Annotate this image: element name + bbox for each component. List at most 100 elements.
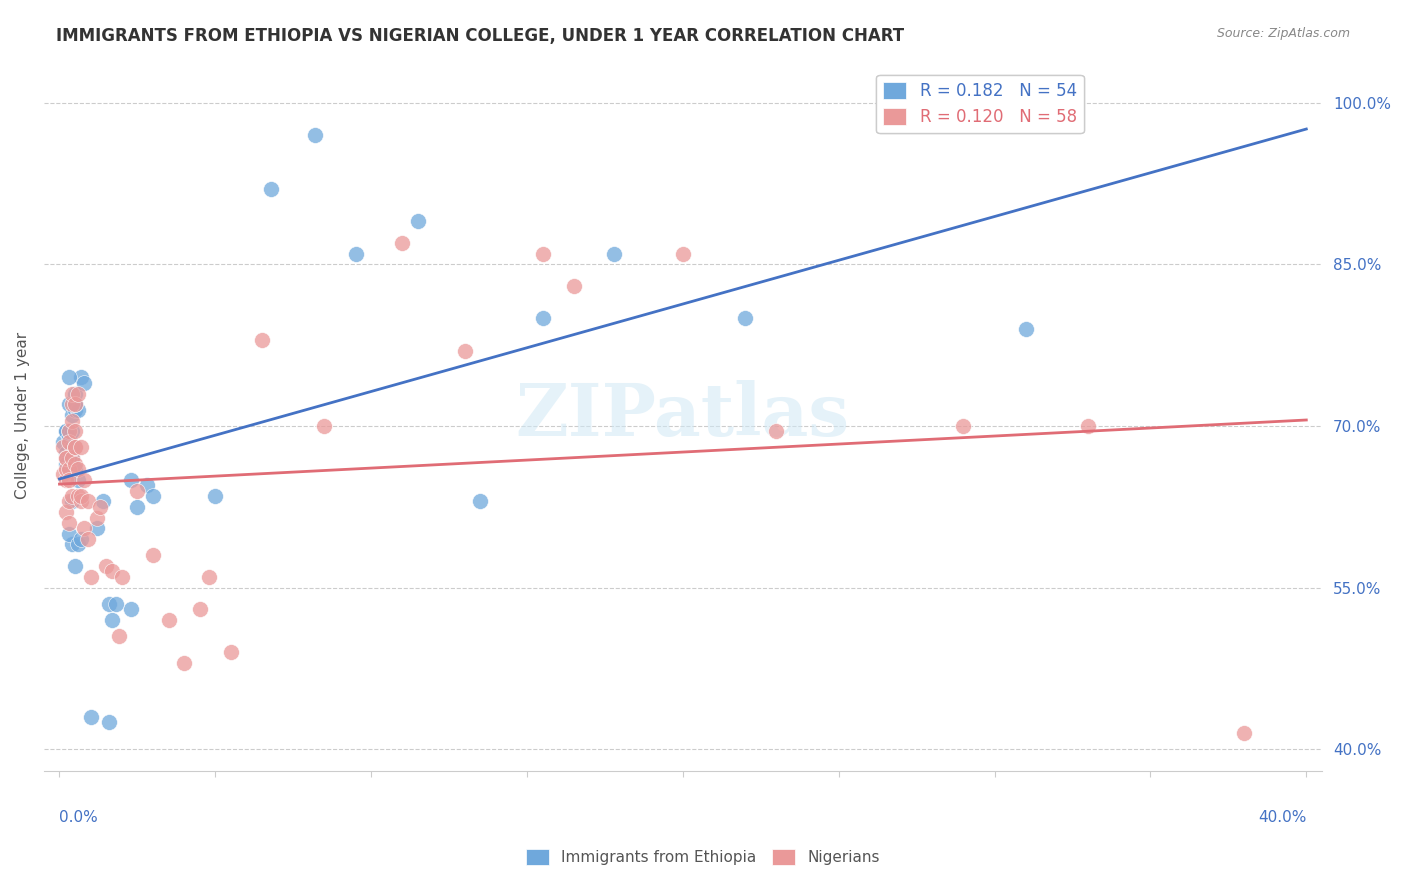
Point bbox=[188, 602, 211, 616]
Point bbox=[98, 715, 121, 730]
Point bbox=[98, 597, 121, 611]
Point bbox=[765, 425, 787, 439]
Point bbox=[60, 425, 83, 439]
Point bbox=[58, 430, 80, 444]
Point bbox=[120, 473, 142, 487]
Point bbox=[1015, 322, 1038, 336]
Point bbox=[63, 397, 86, 411]
Point bbox=[55, 473, 77, 487]
Text: 40.0%: 40.0% bbox=[1258, 810, 1306, 825]
Point bbox=[52, 467, 75, 482]
Point bbox=[101, 613, 124, 627]
Point bbox=[58, 451, 80, 466]
Point bbox=[58, 462, 80, 476]
Point bbox=[89, 500, 111, 514]
Point bbox=[454, 343, 477, 358]
Point bbox=[63, 457, 86, 471]
Point bbox=[63, 397, 86, 411]
Point bbox=[173, 656, 195, 670]
Point bbox=[142, 548, 165, 562]
Text: Source: ZipAtlas.com: Source: ZipAtlas.com bbox=[1216, 27, 1350, 40]
Text: ZIPatlas: ZIPatlas bbox=[516, 380, 851, 450]
Point bbox=[391, 235, 413, 250]
Point bbox=[55, 462, 77, 476]
Point bbox=[60, 413, 83, 427]
Point bbox=[91, 494, 114, 508]
Point bbox=[60, 494, 83, 508]
Point bbox=[63, 559, 86, 574]
Point bbox=[101, 565, 124, 579]
Text: IMMIGRANTS FROM ETHIOPIA VS NIGERIAN COLLEGE, UNDER 1 YEAR CORRELATION CHART: IMMIGRANTS FROM ETHIOPIA VS NIGERIAN COL… bbox=[56, 27, 904, 45]
Legend: R = 0.182   N = 54, R = 0.120   N = 58: R = 0.182 N = 54, R = 0.120 N = 58 bbox=[876, 75, 1084, 133]
Point bbox=[344, 246, 367, 260]
Point bbox=[58, 516, 80, 530]
Point bbox=[73, 521, 96, 535]
Point bbox=[314, 418, 336, 433]
Point bbox=[204, 489, 226, 503]
Point bbox=[531, 311, 554, 326]
Point bbox=[96, 559, 118, 574]
Point bbox=[70, 494, 93, 508]
Point bbox=[127, 500, 149, 514]
Point bbox=[531, 246, 554, 260]
Point bbox=[70, 489, 93, 503]
Point bbox=[52, 441, 75, 455]
Point bbox=[127, 483, 149, 498]
Legend: Immigrants from Ethiopia, Nigerians: Immigrants from Ethiopia, Nigerians bbox=[520, 843, 886, 871]
Point bbox=[58, 462, 80, 476]
Point bbox=[219, 645, 242, 659]
Point bbox=[135, 478, 157, 492]
Point bbox=[79, 710, 101, 724]
Point bbox=[60, 441, 83, 455]
Point bbox=[79, 570, 101, 584]
Point bbox=[52, 435, 75, 450]
Point bbox=[63, 397, 86, 411]
Text: 0.0%: 0.0% bbox=[59, 810, 98, 825]
Point bbox=[60, 489, 83, 503]
Point bbox=[76, 494, 98, 508]
Point bbox=[63, 402, 86, 417]
Point bbox=[58, 370, 80, 384]
Point bbox=[63, 386, 86, 401]
Point bbox=[67, 489, 90, 503]
Point bbox=[672, 246, 695, 260]
Point bbox=[70, 441, 93, 455]
Point bbox=[198, 570, 221, 584]
Point bbox=[58, 435, 80, 450]
Point bbox=[86, 521, 108, 535]
Point bbox=[58, 425, 80, 439]
Point bbox=[470, 494, 492, 508]
Point bbox=[60, 451, 83, 466]
Point bbox=[86, 510, 108, 524]
Point bbox=[1077, 418, 1099, 433]
Point bbox=[406, 214, 429, 228]
Point bbox=[58, 397, 80, 411]
Point bbox=[58, 494, 80, 508]
Point bbox=[55, 425, 77, 439]
Point bbox=[67, 537, 90, 551]
Point bbox=[67, 386, 90, 401]
Point bbox=[63, 462, 86, 476]
Point bbox=[1233, 726, 1256, 740]
Point bbox=[60, 408, 83, 422]
Point bbox=[562, 278, 585, 293]
Point bbox=[734, 311, 756, 326]
Point bbox=[952, 418, 974, 433]
Point bbox=[603, 246, 626, 260]
Point bbox=[67, 462, 90, 476]
Point bbox=[55, 505, 77, 519]
Point bbox=[60, 397, 83, 411]
Point bbox=[63, 441, 86, 455]
Point bbox=[142, 489, 165, 503]
Point bbox=[60, 441, 83, 455]
Point bbox=[107, 629, 129, 643]
Point bbox=[104, 597, 127, 611]
Point bbox=[58, 425, 80, 439]
Point bbox=[58, 526, 80, 541]
Point bbox=[250, 333, 273, 347]
Point bbox=[73, 376, 96, 390]
Y-axis label: College, Under 1 year: College, Under 1 year bbox=[15, 332, 30, 499]
Point bbox=[157, 613, 180, 627]
Point bbox=[111, 570, 134, 584]
Point bbox=[67, 402, 90, 417]
